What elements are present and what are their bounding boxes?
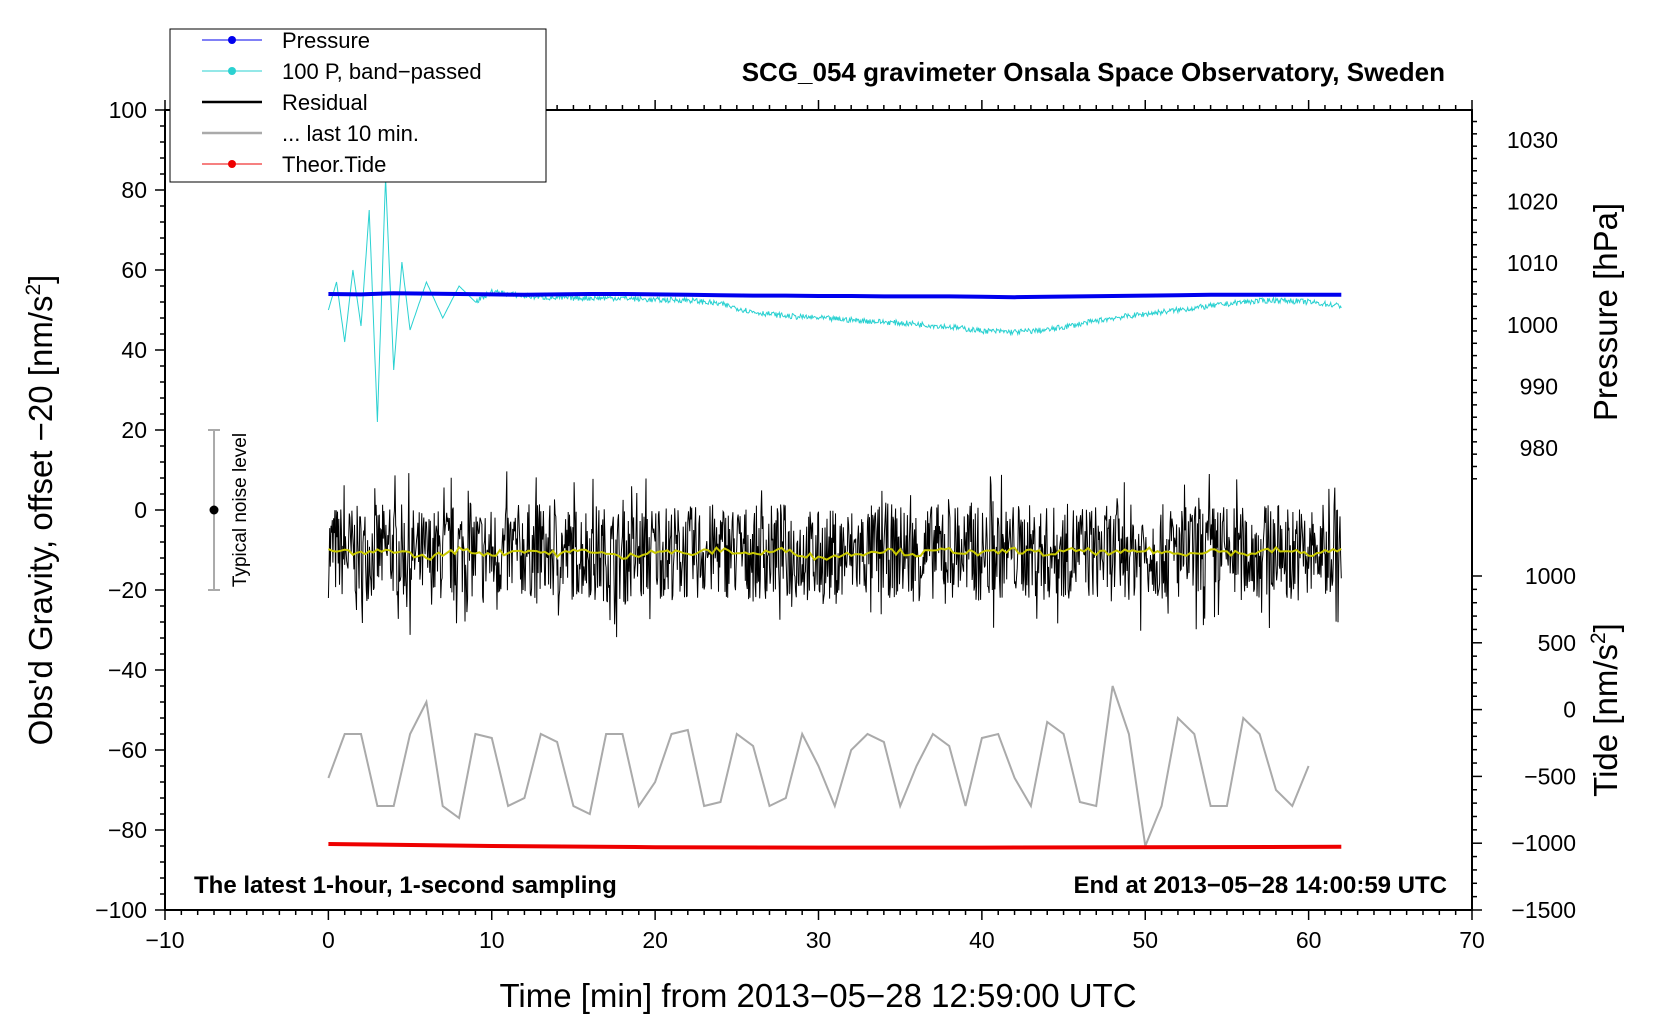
chart-title: SCG_054 gravimeter Onsala Space Observat… — [742, 57, 1445, 87]
legend-label: Theor.Tide — [282, 152, 386, 177]
x-tick-label: 40 — [969, 927, 995, 953]
pressure-tick-label: 980 — [1520, 435, 1558, 461]
y-axis-label-pressure: Pressure [hPa] — [1587, 203, 1624, 421]
tide-tick-label: 0 — [1563, 697, 1576, 723]
legend-entry-last-10-min: ... last 10 min. — [202, 121, 419, 146]
y-tick-label: −60 — [108, 737, 147, 763]
series-residual — [327, 471, 1342, 638]
series-theor-tide — [328, 842, 1342, 850]
noise-level-label: Typical noise level — [230, 433, 251, 587]
y-tick-label: −40 — [108, 657, 147, 683]
tide-tick-label: −500 — [1524, 763, 1576, 789]
series-last-10-min — [327, 685, 1310, 850]
pressure-tick-label: 1010 — [1507, 250, 1558, 276]
x-tick-label: 20 — [642, 927, 668, 953]
y-axis-label-tide: Tide [nm/s2] — [1587, 623, 1624, 797]
y-tick-label: −20 — [108, 577, 147, 603]
x-tick-label: 0 — [322, 927, 335, 953]
y-tick-label: 40 — [121, 337, 147, 363]
legend-swatch-marker — [228, 36, 236, 44]
noise-level-indicator: Typical noise level — [208, 429, 251, 591]
pressure-tick-label: 1020 — [1507, 189, 1558, 215]
legend-box — [169, 28, 547, 183]
noise-bar-center-dot — [209, 505, 219, 515]
pressure-tick-labels: 1030 1020 1010 1000 990 980 — [1507, 127, 1558, 461]
x-tick-label: 30 — [806, 927, 832, 953]
legend-label: Residual — [282, 90, 368, 115]
x-tick-labels: −10 0 10 20 30 40 50 60 70 — [145, 927, 1484, 953]
y-tick-label: 0 — [134, 497, 147, 523]
pressure-tick-label: 990 — [1520, 373, 1558, 399]
x-tick-label: 70 — [1459, 927, 1485, 953]
tide-tick-labels: 1000 500 0 −500 −1000 −1500 — [1511, 563, 1576, 923]
legend-swatch-marker — [228, 160, 236, 168]
x-axis-label: Time [min] from 2013−05−28 12:59:00 UTC — [499, 977, 1136, 1014]
y-axis-label-tide-text: Tide [nm/s — [1587, 644, 1624, 797]
y-tick-label: 100 — [109, 97, 147, 123]
x-tick-label: 10 — [479, 927, 505, 953]
y-axis-label-tide-sup: 2 — [1587, 632, 1610, 644]
y-tick-label: 80 — [121, 177, 147, 203]
legend-label: 100 P, band−passed — [282, 59, 482, 84]
legend-entry-residual: Residual — [202, 90, 368, 115]
legend-swatch-marker — [228, 67, 236, 75]
legend-entries: Pressure 100 P, band−passed Residual ... la… — [202, 28, 482, 177]
y-axis-label-tide-end: ] — [1587, 623, 1624, 632]
y-tick-labels: 100 80 60 40 20 0 −20 −40 −60 −80 −100 — [95, 97, 147, 923]
annotation-bottom-left: The latest 1-hour, 1-second sampling — [194, 872, 617, 899]
y-axis-label-left: Obs'd Gravity, offset −20 [nm/s2] — [22, 275, 59, 746]
x-tick-label: 50 — [1132, 927, 1158, 953]
y-tick-label: 20 — [121, 417, 147, 443]
tide-tick-label: 1000 — [1525, 563, 1576, 589]
pressure-tick-label: 1000 — [1507, 312, 1558, 338]
y-axis-label-left-text: Obs'd Gravity, offset −20 [nm/s — [22, 296, 59, 746]
series-100-p-band-passed — [327, 177, 1342, 423]
tide-tick-label: −1000 — [1511, 830, 1576, 856]
legend-entry-theor-tide: Theor.Tide — [202, 152, 386, 177]
legend-label: ... last 10 min. — [282, 121, 419, 146]
y-tick-label: −80 — [108, 817, 147, 843]
legend-entry-pressure: Pressure — [202, 28, 370, 53]
series-pressure — [328, 291, 1342, 300]
pressure-tick-label: 1030 — [1507, 127, 1558, 153]
annotation-bottom-right: End at 2013−05−28 14:00:59 UTC — [1073, 872, 1447, 899]
legend-label: Pressure — [282, 28, 370, 53]
x-tick-label: −10 — [145, 927, 184, 953]
series-residual-smoothed — [327, 545, 1342, 562]
legend-entry-100-p-band-passed: 100 P, band−passed — [202, 59, 482, 84]
y-tick-label: 60 — [121, 257, 147, 283]
series-layer — [327, 177, 1342, 850]
legend: Pressure 100 P, band−passed Residual ... la… — [169, 28, 547, 183]
tide-tick-label: −1500 — [1511, 897, 1576, 923]
y-axis-label-left-sup: 2 — [22, 284, 45, 296]
x-tick-label: 60 — [1296, 927, 1322, 953]
tide-tick-label: 500 — [1538, 630, 1576, 656]
y-tick-label: −100 — [95, 897, 147, 923]
y-axis-label-left-end: ] — [22, 275, 59, 284]
